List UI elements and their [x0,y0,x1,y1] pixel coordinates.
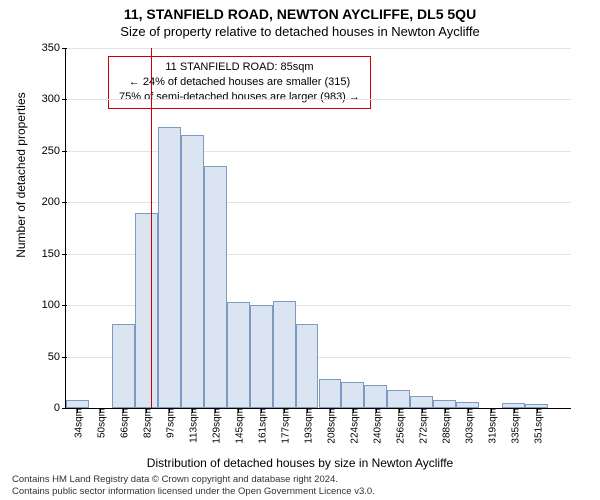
x-tick-label: 161sqm [254,408,269,444]
x-tick-label: 66sqm [116,408,131,438]
page-title: 11, STANFIELD ROAD, NEWTON AYCLIFFE, DL5… [0,0,600,22]
grid-line [66,151,571,152]
grid-line [66,99,571,100]
y-tick-label: 350 [42,42,66,54]
x-tick-label: 319sqm [483,408,498,444]
chart-container: 11, STANFIELD ROAD, NEWTON AYCLIFFE, DL5… [0,0,600,500]
histogram-bar [387,390,410,409]
x-tick-label: 208sqm [322,408,337,444]
y-tick-label: 200 [42,196,66,208]
histogram-bar [204,166,227,408]
histogram-bar [319,379,342,408]
y-axis-label: Number of detached properties [14,92,28,257]
annotation-line: ← 24% of detached houses are smaller (31… [119,75,360,90]
x-tick-label: 256sqm [391,408,406,444]
histogram-bar [158,127,181,408]
histogram-bar [364,385,387,408]
y-tick-label: 100 [42,299,66,311]
annotation-line: 11 STANFIELD ROAD: 85sqm [119,60,360,75]
x-tick-label: 303sqm [460,408,475,444]
histogram-bar [433,400,456,408]
y-tick-label: 250 [42,145,66,157]
x-tick-label: 351sqm [529,408,544,444]
x-tick-label: 193sqm [300,408,315,444]
x-tick-label: 272sqm [414,408,429,444]
footer-line: Contains public sector information licen… [12,486,375,498]
annotation-box: 11 STANFIELD ROAD: 85sqm ← 24% of detach… [108,56,371,109]
x-tick-label: 288sqm [437,408,452,444]
y-tick-label: 300 [42,93,66,105]
histogram-bar [250,305,273,408]
histogram-bar [66,400,89,408]
y-tick-label: 0 [54,402,66,414]
x-tick-label: 240sqm [368,408,383,444]
grid-line [66,48,571,49]
x-axis-label: Distribution of detached houses by size … [0,456,600,470]
x-tick-label: 113sqm [185,408,200,443]
x-tick-label: 97sqm [162,408,177,438]
histogram-bar [135,213,158,408]
histogram-bar [112,324,135,408]
x-tick-label: 224sqm [345,408,360,444]
x-tick-label: 335sqm [506,408,521,444]
footer-line: Contains HM Land Registry data © Crown c… [12,474,375,486]
y-tick-label: 50 [48,351,66,363]
x-tick-label: 34sqm [70,408,85,438]
x-tick-label: 82sqm [139,408,154,438]
histogram-bar [181,135,204,408]
x-tick-label: 145sqm [231,408,246,444]
x-tick-label: 129sqm [208,408,223,444]
histogram-bar [410,396,433,408]
annotation-line: 75% of semi-detached houses are larger (… [119,90,360,105]
footer-credits: Contains HM Land Registry data © Crown c… [12,474,375,498]
histogram-bar [296,324,319,408]
grid-line [66,202,571,203]
plot-area: 11 STANFIELD ROAD: 85sqm ← 24% of detach… [65,48,571,409]
x-tick-label: 50sqm [93,408,108,438]
histogram-bar [341,382,364,408]
marker-line [151,48,152,408]
x-tick-label: 177sqm [277,408,292,444]
histogram-bar [273,301,296,408]
histogram-bar [227,302,250,408]
page-subtitle: Size of property relative to detached ho… [0,22,600,39]
y-tick-label: 150 [42,248,66,260]
